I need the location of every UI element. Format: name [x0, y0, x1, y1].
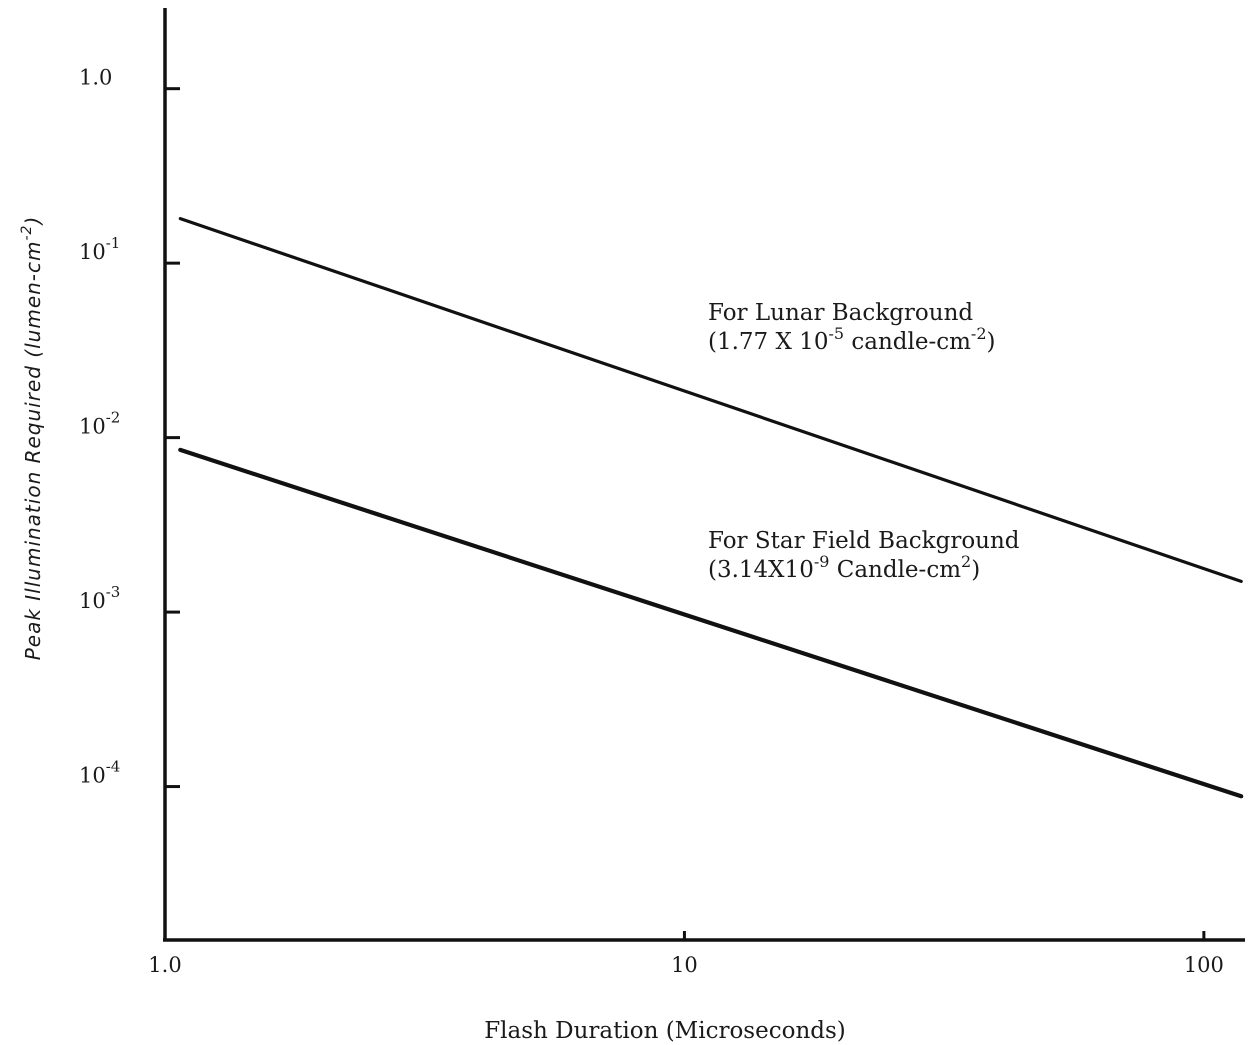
y-tick-label-0: 1.0 [79, 66, 112, 90]
y-tick-label-4: 10-4 [79, 758, 120, 788]
x-axis-label: Flash Duration (Microseconds) [484, 1018, 846, 1044]
annotation-starfield-line1: For Star Field Background [708, 528, 1020, 554]
annotation-lunar-line1: For Lunar Background [708, 300, 973, 326]
y-tick-label-1: 10-1 [79, 234, 120, 264]
series-lines [178, 217, 1244, 799]
series-line-0 [178, 217, 1243, 584]
series-line-1 [178, 447, 1244, 799]
y-ticks: 1.0 10-1 10-2 10-3 10-4 [79, 66, 180, 789]
x-tick-label-1: 10 [671, 953, 698, 977]
annotation-starfield-line2: (3.14X10-9 Candle-cm2) [708, 552, 980, 583]
x-ticks: 1.0 10 100 [148, 931, 1224, 977]
y-tick-label-3: 10-3 [79, 583, 120, 613]
annotation-lunar-line2: (1.77 X 10-5 candle-cm-2) [708, 324, 996, 355]
x-tick-label-2: 100 [1184, 953, 1224, 977]
y-tick-label-2: 10-2 [79, 409, 120, 439]
y-axis-label: Peak Illumination Required (lumen-cm-2) [19, 216, 45, 661]
x-tick-label-0: 1.0 [148, 953, 181, 977]
axes [163, 8, 1245, 942]
